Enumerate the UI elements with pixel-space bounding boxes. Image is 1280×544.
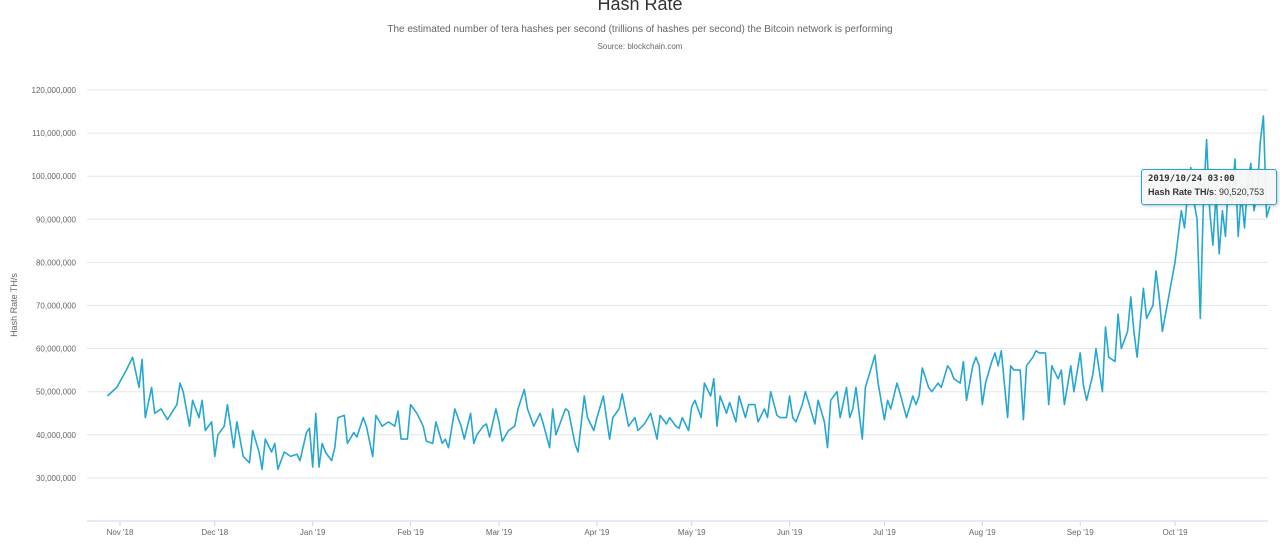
x-tick-label: Sep '19 bbox=[1067, 528, 1094, 537]
tooltip-label: Hash Rate TH/s bbox=[1148, 187, 1215, 197]
x-tick-label: May '19 bbox=[678, 528, 706, 537]
y-tick-label: 80,000,000 bbox=[36, 258, 77, 267]
y-tick-label: 70,000,000 bbox=[36, 302, 77, 311]
series-group[interactable] bbox=[106, 115, 1271, 471]
x-tick-label: Jul '19 bbox=[873, 528, 896, 537]
x-tick-label: Apr '19 bbox=[584, 528, 610, 537]
y-tick-label: 110,000,000 bbox=[32, 129, 76, 138]
gridlines bbox=[87, 89, 1268, 522]
x-tick-label: Feb '19 bbox=[397, 528, 424, 537]
y-axis: 30,000,000 40,000,000 50,000,000 60,000,000… bbox=[32, 86, 77, 483]
x-tick-label: Mar '19 bbox=[486, 528, 513, 537]
y-tick-label: 30,000,000 bbox=[36, 474, 77, 483]
tooltip-date: 2019/10/24 03:00 bbox=[1148, 174, 1235, 184]
y-axis-title: Hash Rate TH/s bbox=[9, 273, 19, 337]
data-tooltip: 2019/10/24 03:00 Hash Rate TH/s: 90,520,… bbox=[1141, 169, 1277, 205]
y-tick-label: 40,000,000 bbox=[36, 431, 77, 440]
x-axis: Nov '18 Dec '18 Jan '19 Feb '19 Mar '19 Apr '… bbox=[107, 521, 1188, 537]
series-line-hash-rate[interactable] bbox=[106, 115, 1271, 471]
x-tick-label: Jan '19 bbox=[300, 528, 326, 537]
y-tick-label: 50,000,000 bbox=[36, 388, 77, 397]
y-tick-label: 60,000,000 bbox=[36, 345, 77, 354]
y-tick-label: 120,000,000 bbox=[32, 86, 77, 95]
chart-title: Hash Rate bbox=[597, 0, 683, 14]
x-tick-label: Nov '18 bbox=[107, 528, 134, 537]
y-tick-label: 90,000,000 bbox=[36, 215, 77, 224]
x-tick-label: Oct '19 bbox=[1162, 528, 1188, 537]
chart-source: Source: blockchain.com bbox=[597, 42, 683, 51]
x-tick-label: Aug '19 bbox=[969, 528, 996, 537]
tooltip-value: 90,520,753 bbox=[1219, 187, 1265, 197]
y-tick-label: 100,000,000 bbox=[32, 172, 77, 181]
chart-subtitle: The estimated number of tera hashes per … bbox=[387, 24, 893, 35]
x-tick-label: Dec '18 bbox=[201, 528, 228, 537]
tooltip-colon: : bbox=[1214, 187, 1220, 197]
x-tick-label: Jun '19 bbox=[777, 528, 803, 537]
